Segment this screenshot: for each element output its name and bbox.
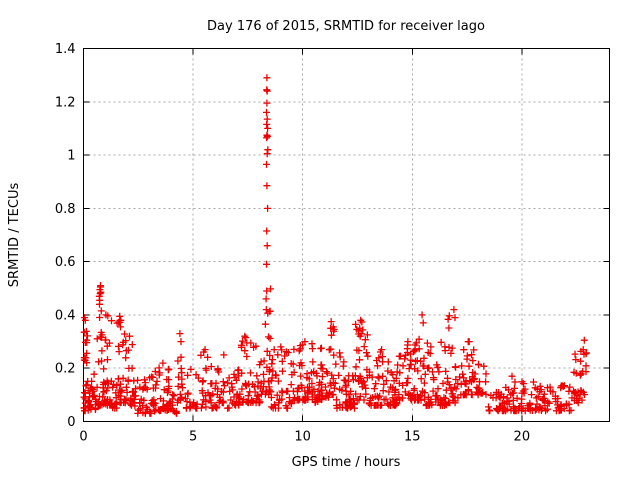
x-tick-label-15: 15 [404, 430, 421, 445]
x-tick-label-0: 0 [79, 430, 87, 445]
plot-border [83, 48, 610, 422]
y-tick-label-1.2: 1.2 [55, 95, 76, 110]
y-tick-label-0: 0 [67, 415, 75, 430]
y-tick-label-0.8: 0.8 [55, 202, 76, 217]
x-tick-label-10: 10 [294, 430, 311, 445]
y-tick-label-0.2: 0.2 [55, 362, 76, 377]
scatter-points-layer [80, 74, 590, 417]
axis-layer: 0 5 10 15 20 0 0.2 0.4 0.6 0.8 1 1.2 1.4 [55, 42, 610, 445]
x-tick-label-5: 5 [189, 430, 197, 445]
scatter-series-srmtid [80, 74, 590, 417]
chart-title: Day 176 of 2015, SRMTID for receiver lag… [207, 19, 485, 34]
x-tick-label-20: 20 [514, 430, 531, 445]
y-tick-label-1: 1 [67, 149, 75, 164]
y-axis-label: SRMTID / TECUs [7, 183, 22, 288]
grid-layer [83, 48, 610, 422]
y-tick-label-0.4: 0.4 [55, 308, 76, 323]
x-axis-label: GPS time / hours [292, 455, 401, 470]
y-tick-label-0.6: 0.6 [55, 255, 76, 270]
y-tick-label-1.4: 1.4 [55, 42, 76, 57]
